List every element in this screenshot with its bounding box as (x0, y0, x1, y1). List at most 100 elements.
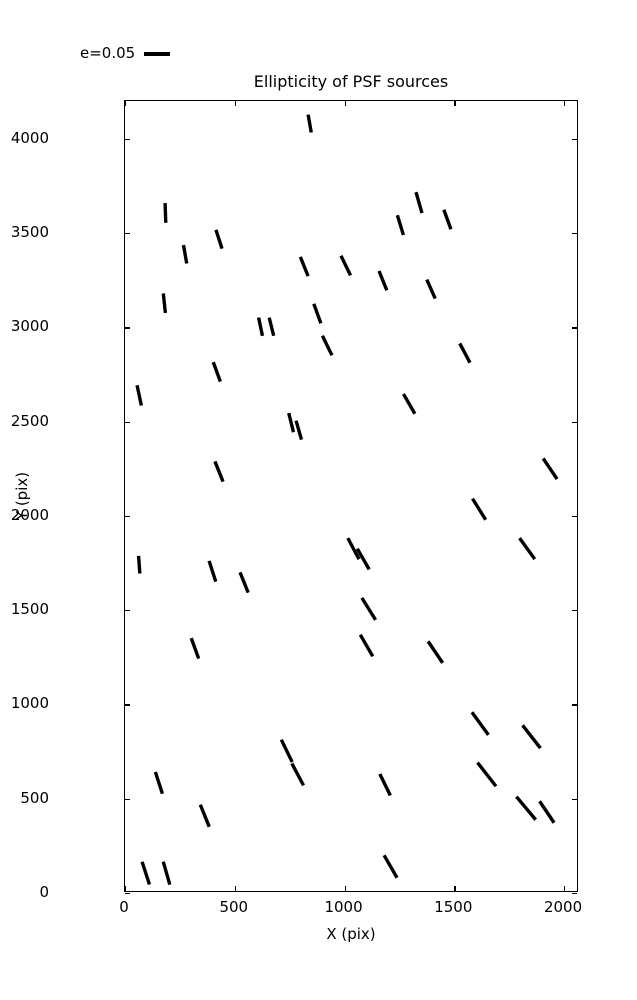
x-tick (454, 886, 456, 891)
whisker-segment (320, 334, 334, 357)
x-tick-label: 2000 (543, 898, 583, 916)
y-tick-label: 3000 (10, 317, 49, 336)
whisker-segment (153, 771, 165, 795)
y-tick (125, 893, 130, 895)
whisker-segment (401, 393, 417, 415)
y-tick-right (572, 327, 577, 329)
whisker-segment (287, 412, 296, 433)
y-tick-right (572, 893, 577, 895)
whisker-segment (312, 303, 323, 324)
y-tick (125, 515, 130, 518)
whisker-segment (414, 191, 424, 214)
whisker-segment (211, 361, 222, 383)
y-tick-right (572, 704, 577, 706)
whisker-segment (298, 256, 310, 277)
whisker-segment (161, 293, 168, 314)
whisker-segment (136, 555, 142, 574)
y-tick-right (572, 233, 577, 235)
page-title: Ellipticity of PSF sources (253, 72, 449, 91)
whisker-segment (163, 203, 168, 223)
x-tick (125, 886, 127, 891)
whisker-segment (471, 497, 488, 521)
whisker-segment (207, 560, 218, 583)
y-tick (125, 798, 130, 800)
y-tick-right (572, 610, 577, 612)
y-tick-right (572, 798, 577, 800)
y-tick (125, 138, 130, 140)
whisker-segment (395, 214, 406, 236)
legend: e=0.05 (80, 44, 171, 62)
whisker-segment (378, 773, 392, 797)
y-tick-label: 2500 (10, 411, 49, 430)
plot-axes (124, 100, 578, 895)
x-tick-top (454, 101, 456, 106)
whisker-segment (181, 244, 189, 264)
y-tick (125, 233, 130, 235)
whisker-segment (267, 317, 276, 337)
whisker-segment (238, 571, 250, 594)
whisker-segment (382, 854, 399, 879)
y-tick-label: 4000 (10, 128, 49, 147)
y-tick-right (572, 515, 577, 518)
whisker-segment (425, 278, 437, 300)
whisker-segment (470, 711, 490, 736)
y-tick-label: 3500 (10, 223, 49, 241)
whisker-segment (198, 804, 211, 828)
y-tick (125, 610, 130, 612)
whisker-segment (256, 317, 265, 337)
plot-area (125, 101, 577, 891)
x-tick-top (234, 101, 237, 106)
whisker-segment (358, 633, 375, 658)
horizontal-line-icon (144, 51, 171, 56)
whisker-segment (140, 861, 152, 886)
x-tick (234, 886, 237, 891)
whisker-segment (294, 420, 304, 441)
y-tick (125, 421, 130, 423)
x-tick-top (125, 101, 127, 106)
whisker-segment (290, 762, 305, 787)
x-tick (564, 886, 566, 891)
whisker-segment (518, 537, 537, 561)
whisker-segment (279, 738, 294, 763)
whisker-segment (377, 270, 389, 291)
whisker-segment (538, 800, 556, 824)
whisker-segment (213, 460, 225, 483)
whisker-series (135, 114, 559, 886)
whisker-segment (458, 342, 472, 364)
whisker-segment (161, 861, 172, 886)
whisker-segment (214, 229, 224, 250)
y-tick-right (572, 138, 577, 140)
x-axis-label: X (pix) (326, 925, 376, 943)
y-tick-label: 1500 (10, 600, 49, 619)
x-tick-label: 1000 (324, 898, 363, 916)
y-tick (125, 327, 130, 329)
x-tick-label: 1500 (434, 898, 473, 916)
whisker-segment (476, 761, 498, 788)
whisker-segment (541, 457, 559, 480)
whisker-segment (306, 114, 313, 133)
whisker-segment (515, 795, 538, 821)
whisker-segment (355, 547, 371, 571)
x-tick-top (344, 101, 346, 106)
whisker-segment (135, 384, 144, 406)
whisker-segment (426, 640, 445, 664)
x-tick-label: 0 (119, 898, 129, 916)
legend-label: e=0.05 (80, 44, 136, 62)
whisker-segment (360, 596, 377, 621)
y-tick-label: 500 (20, 788, 49, 807)
whisker-segment (189, 637, 201, 660)
y-tick-right (572, 421, 577, 423)
x-tick-top (564, 101, 566, 106)
y-tick (125, 704, 130, 706)
whisker-segment (339, 255, 353, 277)
whisker-segment (346, 537, 361, 560)
x-tick-label: 500 (219, 898, 249, 916)
x-tick (344, 886, 346, 891)
y-axis-label: Y (pix) (13, 471, 31, 521)
whisker-segment (442, 209, 453, 230)
whisker-segment (521, 724, 542, 750)
y-tick-label: 2000 (10, 505, 49, 524)
y-tick-label: 0 (39, 883, 49, 901)
y-tick-label: 1000 (10, 694, 49, 713)
